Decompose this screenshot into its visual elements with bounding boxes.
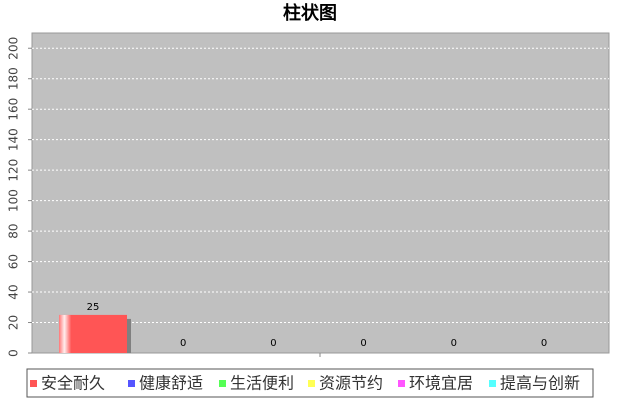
legend-marker — [489, 380, 496, 387]
legend-label: 健康舒适 — [139, 374, 203, 393]
y-tick-label: 20 — [7, 315, 21, 330]
legend-marker — [128, 380, 135, 387]
chart-title: 柱状图 — [283, 2, 337, 24]
legend-label: 生活便利 — [230, 374, 294, 393]
legend-marker — [30, 380, 37, 387]
y-tick-label: 120 — [7, 159, 21, 182]
legend-marker — [398, 380, 405, 387]
legend-label: 环境宜居 — [409, 374, 473, 393]
legend-marker — [219, 380, 226, 387]
legend-label: 安全耐久 — [41, 374, 105, 393]
y-tick-label: 60 — [7, 254, 21, 269]
value-label: 0 — [451, 338, 457, 349]
legend-label: 提高与创新 — [500, 374, 580, 393]
y-tick-label: 160 — [7, 98, 21, 121]
value-label: 0 — [360, 338, 366, 349]
value-label: 0 — [270, 338, 276, 349]
y-tick-label: 180 — [7, 67, 21, 90]
y-tick-label: 40 — [7, 284, 21, 299]
y-tick-label: 200 — [7, 37, 21, 60]
value-label: 0 — [180, 338, 186, 349]
value-label: 25 — [87, 302, 100, 313]
legend-label: 资源节约 — [319, 374, 383, 393]
y-tick-label: 0 — [7, 349, 21, 357]
bar-shine — [59, 314, 127, 353]
plot-area — [31, 32, 610, 354]
y-tick-label: 80 — [7, 223, 21, 238]
y-tick-label: 100 — [7, 189, 21, 212]
value-label: 0 — [541, 338, 547, 349]
y-tick-label: 140 — [7, 128, 21, 151]
legend-marker — [308, 380, 315, 387]
